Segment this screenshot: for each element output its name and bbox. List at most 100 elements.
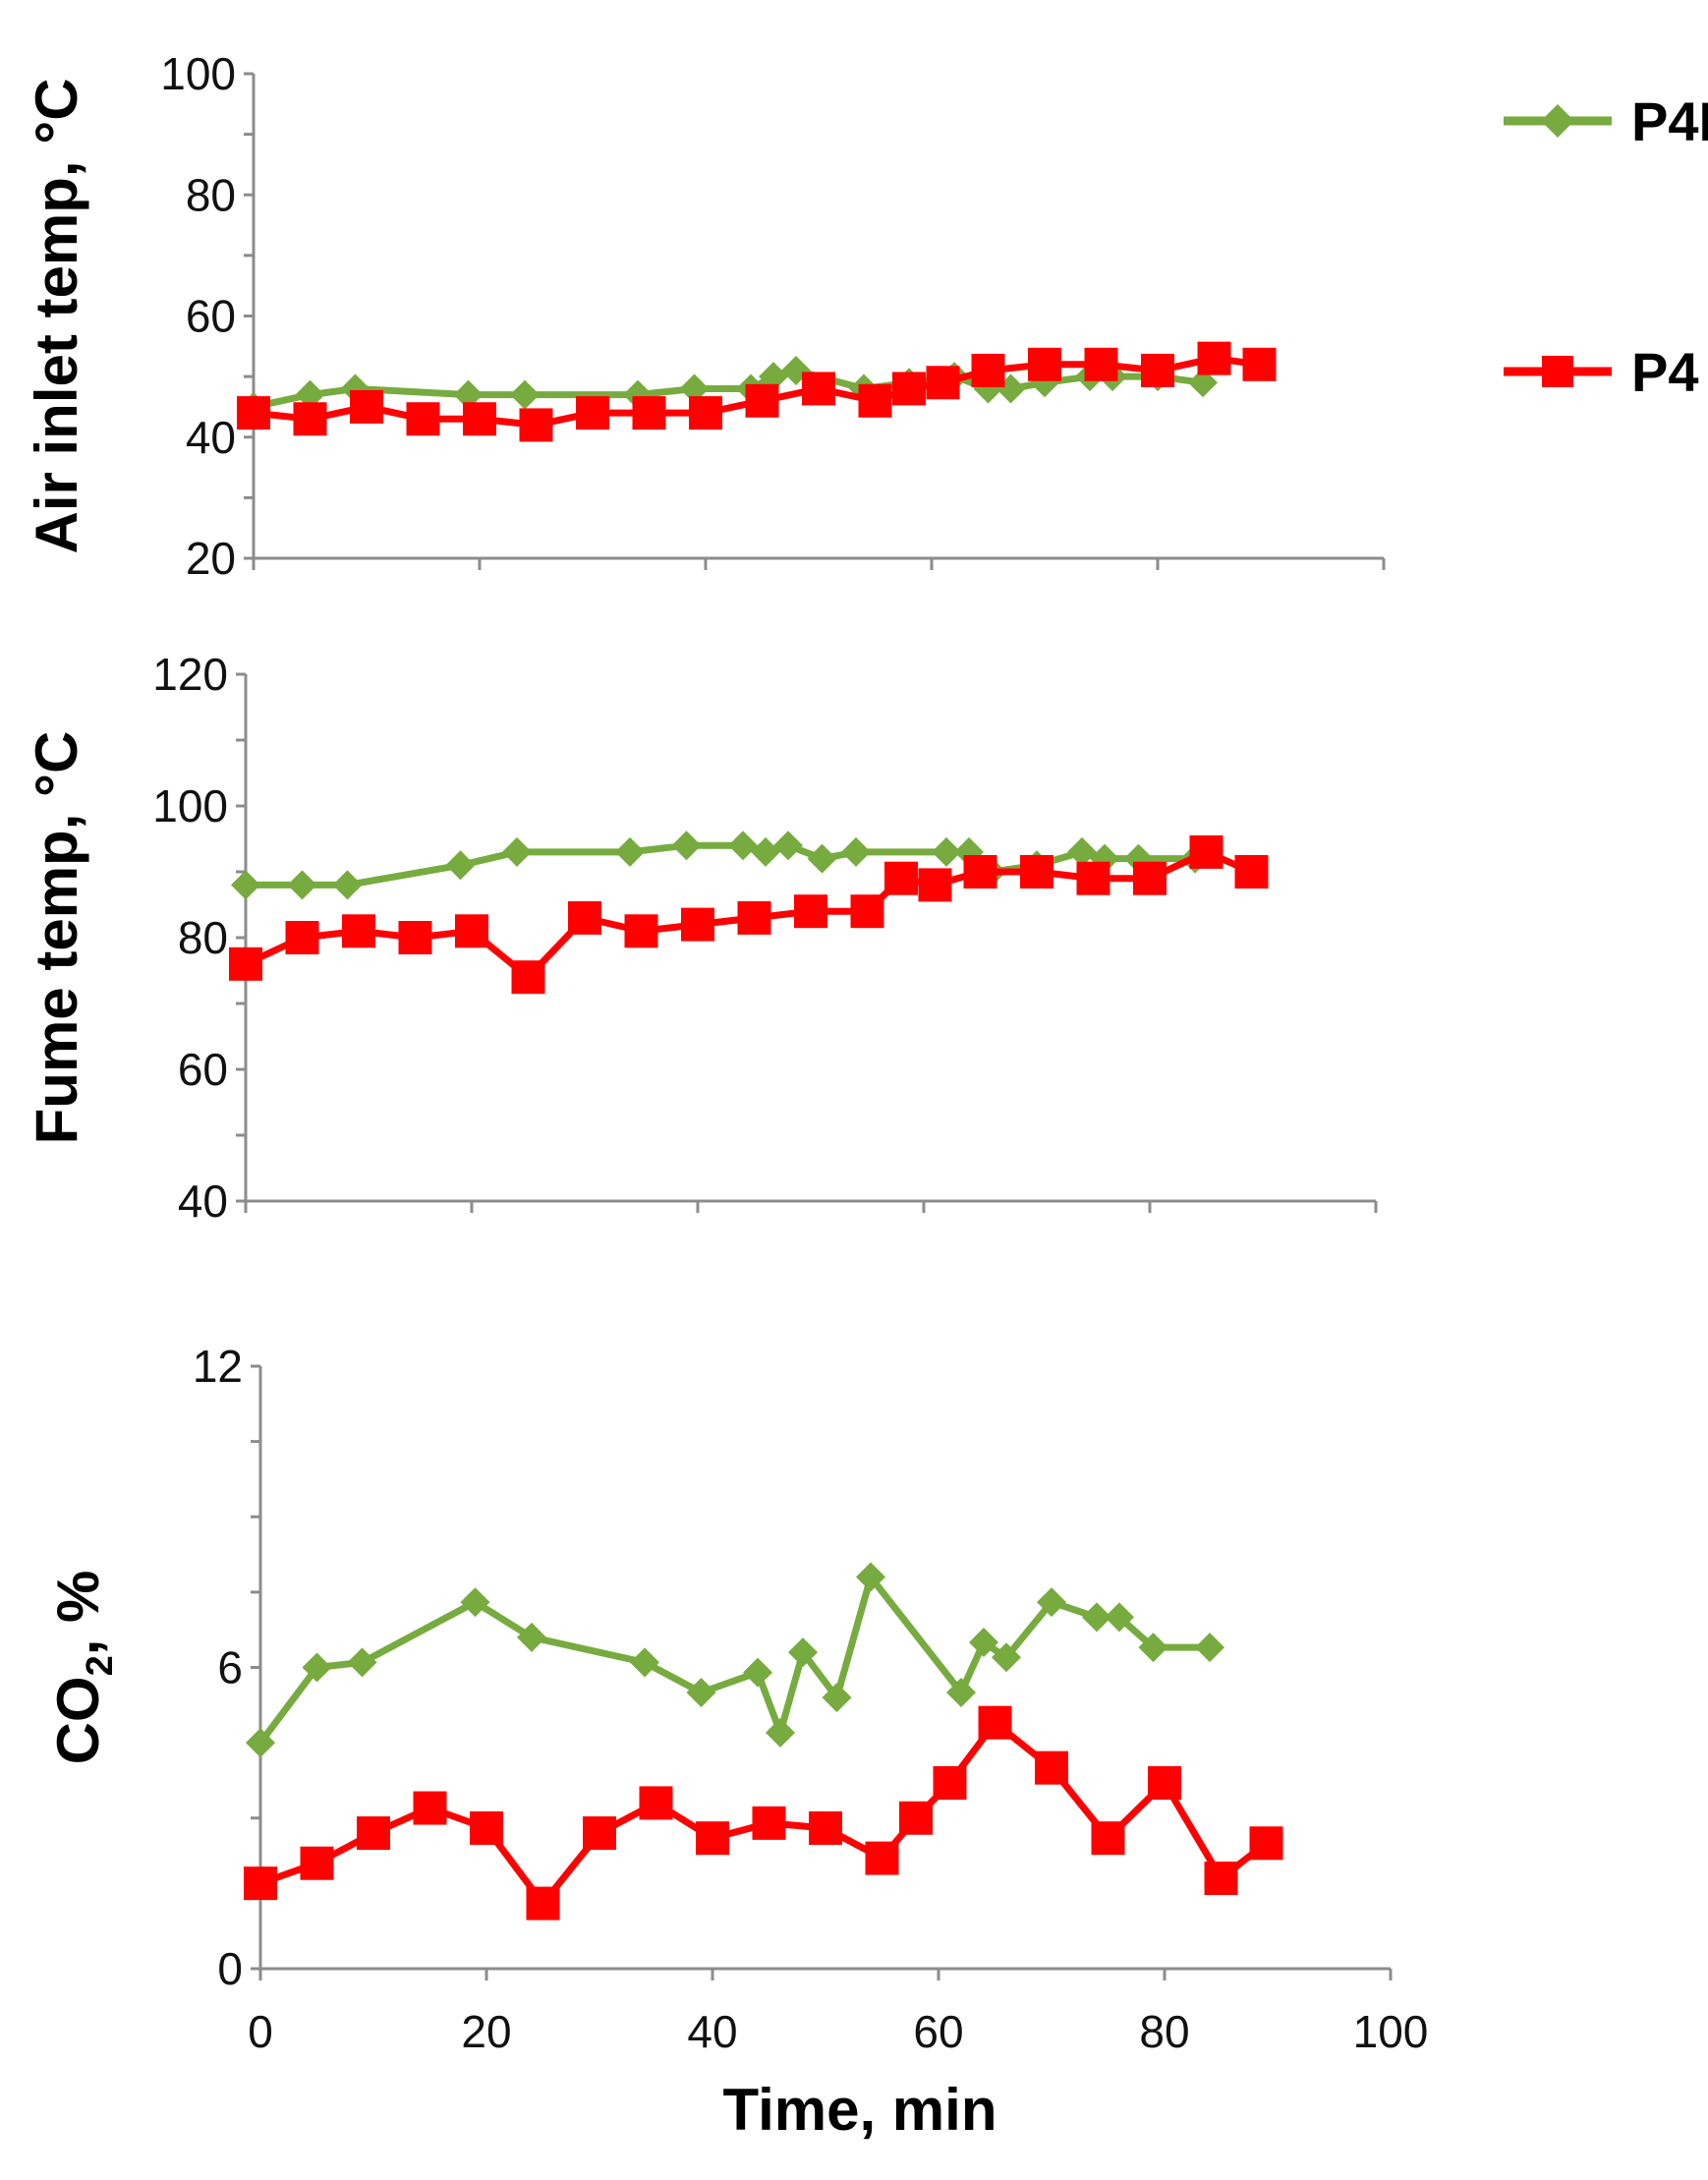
data-point	[526, 1886, 560, 1921]
y-tick-label: 0	[217, 1943, 243, 1994]
data-point	[1141, 353, 1174, 387]
data-point	[1082, 1602, 1111, 1633]
y-tick-label: 80	[186, 169, 236, 220]
data-point	[295, 379, 325, 410]
data-point	[918, 868, 952, 902]
data-point	[971, 353, 1005, 387]
data-point	[802, 372, 835, 406]
data-point	[285, 921, 319, 954]
data-point	[460, 1587, 490, 1618]
y-tick-label: 12	[193, 1341, 243, 1392]
data-point	[406, 402, 440, 436]
y-axis-title: CO2, %	[45, 1571, 121, 1765]
data-point	[519, 408, 553, 442]
series-p4	[229, 834, 1269, 995]
data-point	[773, 831, 803, 861]
data-point	[681, 907, 714, 942]
legend-item-p4ii: P4II	[1504, 90, 1708, 152]
data-point	[1037, 1587, 1066, 1618]
data-point	[992, 1642, 1021, 1673]
data-point	[517, 1622, 546, 1652]
data-point	[841, 836, 871, 867]
data-point	[455, 914, 488, 948]
data-point	[576, 396, 609, 430]
data-point	[293, 402, 327, 436]
data-point	[751, 836, 780, 867]
data-point	[1028, 347, 1061, 381]
data-point	[1249, 1826, 1283, 1861]
legend-item-p4: P4	[1504, 341, 1699, 403]
series-p4ii	[246, 1562, 1224, 1758]
data-point	[287, 870, 317, 900]
y-tick-label: 6	[217, 1642, 243, 1693]
data-point	[244, 1866, 277, 1901]
data-point	[743, 1657, 772, 1688]
data-point	[1133, 861, 1167, 895]
x-tick-label: 40	[687, 2006, 737, 2057]
x-axis: Time, min	[723, 2077, 997, 2143]
data-point	[639, 1786, 673, 1820]
data-point	[933, 1765, 967, 1800]
data-point	[752, 1806, 786, 1840]
data-point	[728, 831, 758, 861]
data-point	[1234, 855, 1269, 889]
y-axis-title: Fume temp, °C	[24, 731, 89, 1145]
data-point	[398, 921, 432, 954]
y-tick-label: 60	[178, 1044, 228, 1095]
data-point	[1084, 347, 1118, 381]
legend-label-p4: P4	[1631, 341, 1699, 403]
legend: P4II P4	[1504, 90, 1708, 403]
data-point	[300, 1846, 334, 1880]
y-tick-label: 80	[178, 912, 228, 963]
data-point	[865, 1841, 899, 1875]
data-point	[858, 383, 892, 418]
data-point	[413, 1791, 447, 1825]
panel-3: 0 6 12 0 20 40 60 80 100 CO2, %	[45, 1341, 1428, 2057]
data-point	[347, 1647, 377, 1678]
data-point	[794, 894, 827, 929]
x-axis-title: Time, min	[723, 2077, 997, 2143]
data-point	[624, 914, 658, 948]
data-point	[1204, 1862, 1238, 1896]
data-point	[615, 836, 645, 867]
data-point	[766, 1717, 795, 1748]
y-tick-label: 100	[160, 48, 236, 99]
data-point	[1189, 834, 1224, 869]
data-point	[1067, 836, 1097, 867]
data-point	[856, 1562, 885, 1592]
data-point	[978, 1705, 1012, 1740]
y-tick-label: 60	[186, 291, 236, 342]
data-point	[969, 1627, 998, 1657]
data-point	[231, 870, 260, 900]
data-point	[963, 855, 997, 889]
data-point	[1195, 1633, 1224, 1663]
data-point	[632, 396, 666, 430]
data-point	[679, 373, 710, 404]
data-point	[510, 379, 540, 410]
data-point	[1242, 347, 1277, 381]
x-tick-label: 100	[1353, 2006, 1429, 2057]
data-point	[1076, 861, 1110, 895]
y-tick-label: 100	[152, 780, 228, 832]
data-point	[892, 372, 926, 406]
data-point	[237, 396, 270, 430]
data-point	[453, 379, 484, 410]
data-point	[1138, 1633, 1168, 1663]
data-point	[332, 870, 363, 900]
data-point	[1020, 855, 1053, 889]
data-point	[696, 1821, 729, 1856]
data-point	[1091, 1821, 1125, 1856]
data-point	[445, 850, 476, 881]
data-point	[1188, 368, 1218, 398]
data-point	[788, 1637, 818, 1668]
data-point	[470, 1810, 503, 1845]
data-point	[1197, 341, 1231, 375]
data-point	[884, 861, 918, 895]
x-tick-label: 20	[461, 2006, 511, 2057]
data-point	[932, 836, 961, 867]
data-point	[511, 960, 545, 995]
y-axis-title: Air inlet temp, °C	[24, 78, 89, 553]
data-point	[302, 1652, 332, 1683]
